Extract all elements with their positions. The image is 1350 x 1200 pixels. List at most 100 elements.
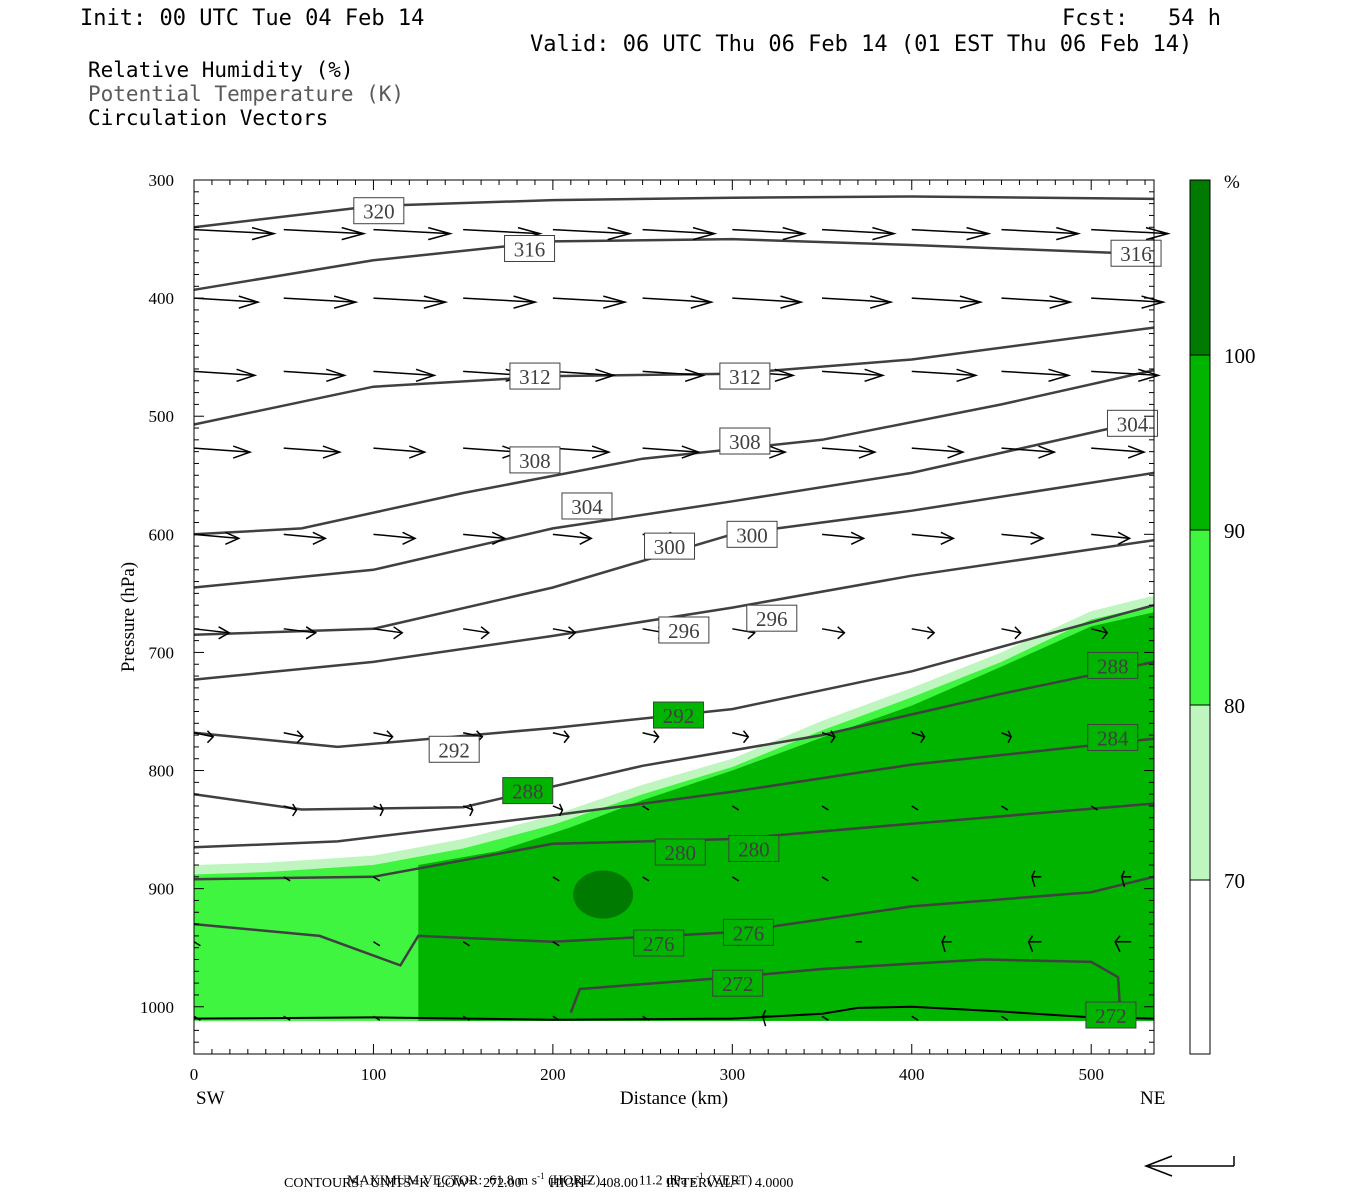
vert-exponent: -1 <box>696 1171 704 1181</box>
contour-label-box <box>504 235 556 263</box>
y-tick-label: 1000 <box>140 998 174 1017</box>
circulation-vector <box>552 941 560 947</box>
vector-head <box>959 295 984 309</box>
circulation-vector <box>552 531 593 545</box>
vector-head <box>393 626 404 640</box>
vector-head <box>423 295 449 309</box>
vector-shaft <box>552 228 630 235</box>
vector-head <box>1014 626 1022 640</box>
circulation-vector <box>193 445 253 459</box>
circulation-vector <box>821 876 829 882</box>
circulation-vector <box>373 295 449 309</box>
vector-shaft <box>193 370 255 377</box>
colorbar-segment <box>1190 180 1210 355</box>
contour-label-box <box>658 616 710 644</box>
circulation-vector <box>283 531 328 546</box>
colorbar: 70 80 90 100 <box>1189 179 1256 1055</box>
vector-shaft <box>732 628 755 634</box>
colorbar-unit: % <box>1224 172 1240 193</box>
vector-head <box>653 730 660 744</box>
vector-shaft <box>463 628 489 634</box>
circulation-vector <box>911 531 956 546</box>
vector-head <box>563 730 570 744</box>
vector-head <box>780 295 804 309</box>
contour-label-text: 308 <box>519 449 551 473</box>
vector-shaft <box>283 447 340 453</box>
vector-head <box>769 445 788 459</box>
vector-head <box>206 730 215 744</box>
circulation-vector <box>373 1015 381 1021</box>
contour-label: 280 <box>728 834 780 862</box>
contour-label-box <box>353 197 405 225</box>
colorbar-level-label: 70 <box>1224 869 1245 893</box>
vector-head <box>872 226 897 241</box>
vector-head <box>1145 226 1171 241</box>
contour-label: 316 <box>1110 239 1162 267</box>
vector-shaft <box>463 297 536 303</box>
vector-shaft <box>1001 533 1044 540</box>
vector-shaft <box>462 805 474 811</box>
vector-shaft <box>642 732 659 738</box>
contour-label-box <box>428 735 480 763</box>
vector-head <box>341 226 367 241</box>
vector-head <box>409 445 427 459</box>
vector-shaft <box>732 297 802 303</box>
circulation-vector <box>373 941 381 947</box>
circulation-vector <box>1031 870 1042 888</box>
vector-head <box>379 803 384 817</box>
vector-head <box>218 626 231 640</box>
horiz-exponent: -1 <box>537 1171 545 1181</box>
vector-head <box>469 803 474 817</box>
contour-label: 280 <box>654 838 706 866</box>
vector-shaft <box>1091 447 1145 453</box>
vector-shaft <box>1091 533 1130 540</box>
vector-head <box>837 626 846 640</box>
vector-head <box>1031 870 1036 888</box>
contour-label: 296 <box>746 604 798 632</box>
contour-label: 296 <box>658 616 710 644</box>
vector-shaft <box>821 1015 829 1021</box>
contour-label-box <box>722 918 774 946</box>
circulation-vector <box>732 730 750 744</box>
circulation-vector <box>283 626 318 640</box>
circulation-vector <box>941 935 952 953</box>
circulation-vector <box>193 368 258 383</box>
circulation-vector <box>911 226 992 241</box>
vector-shaft <box>911 228 989 235</box>
contour-label-text: 280 <box>738 837 770 861</box>
contour-label-box <box>561 492 613 520</box>
vector-shaft <box>552 447 609 453</box>
vector-shaft <box>462 941 470 947</box>
circulation-vector <box>642 1015 650 1021</box>
vector-shaft <box>1001 628 1021 634</box>
vector-shaft <box>1001 297 1071 303</box>
vector-head <box>1101 626 1109 640</box>
vector-head <box>333 295 359 309</box>
colorbar-segment <box>1190 530 1210 705</box>
vector-shaft <box>193 447 251 453</box>
vector-shaft <box>1091 628 1108 634</box>
theta-contour-line <box>193 326 1155 426</box>
circulation-vector <box>193 226 277 241</box>
circulation-vector <box>642 445 701 459</box>
contour-label: 300 <box>726 520 778 548</box>
circulation-vector <box>1001 445 1057 459</box>
theta-contour-line <box>193 368 1155 536</box>
vector-head <box>251 226 277 241</box>
circulation-vector <box>552 226 633 241</box>
vector-shaft <box>193 297 259 303</box>
vector-head <box>603 295 628 309</box>
vector-head <box>1048 368 1072 383</box>
vector-shaft <box>821 805 829 811</box>
horiz-value: 61.8 m s <box>489 1173 538 1189</box>
circulation-vector <box>373 730 394 744</box>
circulation-vector <box>1001 368 1072 383</box>
axis-layer: 300 400 500 600 700 800 900 1000 0 100 200 300 400 50… <box>140 171 1154 1084</box>
contour-label-text: 304 <box>1117 412 1149 436</box>
vector-shaft <box>1001 805 1009 811</box>
vector-shaft <box>731 876 740 882</box>
contour-label-text: 276 <box>643 932 675 956</box>
rh-region <box>573 870 634 919</box>
vector-head <box>692 226 718 241</box>
vector-head <box>681 445 701 459</box>
